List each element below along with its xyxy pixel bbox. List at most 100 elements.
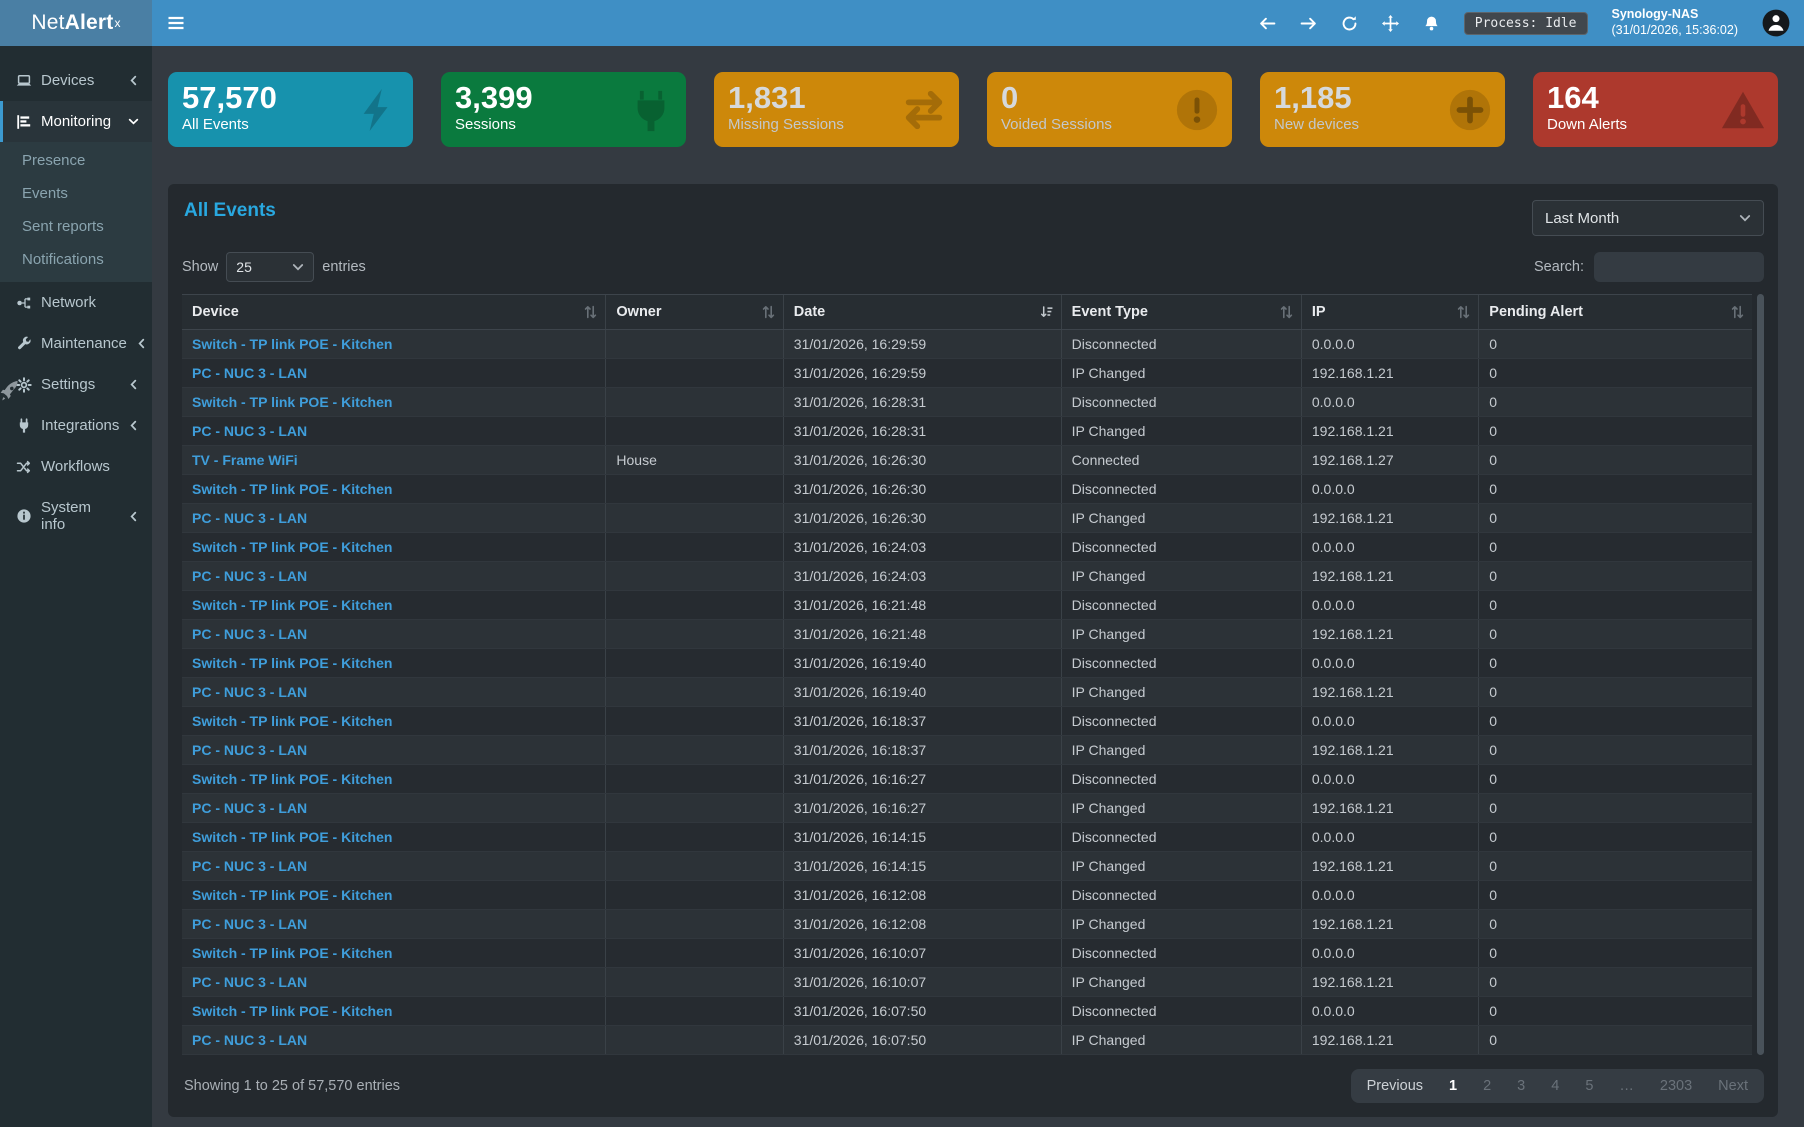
pagination-page-5[interactable]: 5 — [1585, 1078, 1594, 1094]
app-logo[interactable]: Net Alert x — [0, 0, 152, 46]
device-link[interactable]: PC - NUC 3 - LAN — [192, 568, 308, 584]
device-link[interactable]: PC - NUC 3 - LAN — [192, 626, 308, 642]
pagination-ellipsis: … — [1619, 1078, 1634, 1094]
device-cell: PC - NUC 3 - LAN — [182, 358, 606, 388]
device-link[interactable]: PC - NUC 3 - LAN — [192, 974, 308, 990]
device-link[interactable]: Switch - TP link POE - Kitchen — [192, 539, 393, 555]
pagination-previous[interactable]: Previous — [1366, 1078, 1424, 1094]
pagination: Previous 1 2 3 4 5 … 2303 Next — [1350, 1069, 1764, 1103]
search-input[interactable] — [1594, 252, 1764, 282]
sidebar-item-network[interactable]: Network — [0, 282, 152, 323]
sidebar-item-devices[interactable]: Devices — [0, 60, 152, 101]
column-label: Event Type — [1071, 304, 1148, 320]
column-header-owner[interactable]: Owner — [605, 294, 784, 330]
device-link[interactable]: Switch - TP link POE - Kitchen — [192, 887, 393, 903]
device-link[interactable]: Switch - TP link POE - Kitchen — [192, 481, 393, 497]
table-scrollbar[interactable] — [1757, 294, 1764, 1055]
device-link[interactable]: PC - NUC 3 - LAN — [192, 916, 308, 932]
stat-card-voided-sessions[interactable]: 0 Voided Sessions — [987, 72, 1232, 147]
date-cell: 31/01/2026, 16:07:50 — [782, 1025, 1062, 1055]
ip-cell: 0.0.0.0 — [1300, 474, 1479, 504]
pagination-page-2303[interactable]: 2303 — [1659, 1078, 1693, 1094]
ip-cell: 192.168.1.21 — [1300, 677, 1479, 707]
device-link[interactable]: Switch - TP link POE - Kitchen — [192, 829, 393, 845]
event-type-cell: Disconnected — [1060, 938, 1302, 968]
laptop-icon — [16, 73, 32, 89]
device-link[interactable]: Switch - TP link POE - Kitchen — [192, 771, 393, 787]
stat-label: New devices — [1274, 115, 1360, 133]
pending-alert-cell: 0 — [1478, 503, 1752, 533]
stat-card-sessions[interactable]: 3,399 Sessions — [441, 72, 686, 147]
stat-card-all-events[interactable]: 57,570 All Events — [168, 72, 413, 147]
events-table-body: Switch - TP link POE - Kitchen 31/01/2026… — [182, 329, 1752, 1055]
date-cell: 31/01/2026, 16:14:15 — [782, 822, 1062, 852]
column-label: Device — [192, 304, 239, 320]
pagination-page-4[interactable]: 4 — [1551, 1078, 1560, 1094]
column-header-event-type[interactable]: Event Type — [1060, 294, 1302, 330]
device-cell: Switch - TP link POE - Kitchen — [182, 706, 606, 736]
pagination-page-1[interactable]: 1 — [1449, 1078, 1458, 1094]
page-length-select[interactable]: 25 — [226, 252, 315, 282]
pending-alert-cell: 0 — [1478, 619, 1752, 649]
exchange-arrows-icon — [901, 87, 947, 133]
ip-cell: 192.168.1.21 — [1300, 851, 1479, 881]
sidebar-item-maintenance[interactable]: Maintenance — [0, 323, 152, 364]
date-cell: 31/01/2026, 16:26:30 — [782, 503, 1062, 533]
sidebar-subitem-notifications[interactable]: Notifications — [22, 251, 104, 268]
device-link[interactable]: PC - NUC 3 - LAN — [192, 423, 308, 439]
rocket-icon[interactable] — [0, 377, 24, 405]
device-cell: PC - NUC 3 - LAN — [182, 851, 606, 881]
device-link[interactable]: Switch - TP link POE - Kitchen — [192, 597, 393, 613]
device-link[interactable]: PC - NUC 3 - LAN — [192, 858, 308, 874]
device-link[interactable]: Switch - TP link POE - Kitchen — [192, 713, 393, 729]
device-link[interactable]: Switch - TP link POE - Kitchen — [192, 1003, 393, 1019]
plus-circle-icon — [1447, 87, 1493, 133]
sidebar-item-integrations[interactable]: Integrations — [0, 405, 152, 446]
sidebar-subitem-presence[interactable]: Presence — [22, 152, 86, 169]
device-cell: Switch - TP link POE - Kitchen — [182, 532, 606, 562]
device-link[interactable]: Switch - TP link POE - Kitchen — [192, 945, 393, 961]
device-link[interactable]: Switch - TP link POE - Kitchen — [192, 336, 393, 352]
device-link[interactable]: PC - NUC 3 - LAN — [192, 1032, 308, 1048]
device-link[interactable]: TV - Frame WiFi — [192, 452, 298, 468]
refresh-icon[interactable] — [1341, 15, 1358, 32]
device-link[interactable]: PC - NUC 3 - LAN — [192, 684, 308, 700]
forward-arrow-icon[interactable] — [1300, 15, 1317, 32]
device-link[interactable]: Switch - TP link POE - Kitchen — [192, 394, 393, 410]
device-link[interactable]: Switch - TP link POE - Kitchen — [192, 655, 393, 671]
bell-icon[interactable] — [1423, 15, 1440, 32]
column-header-device[interactable]: Device — [182, 294, 606, 330]
sidebar-item-system-info[interactable]: System info — [0, 487, 152, 545]
stat-card-down-alerts[interactable]: 164 Down Alerts — [1533, 72, 1778, 147]
sidebar-subitem-events[interactable]: Events — [22, 185, 68, 202]
device-link[interactable]: PC - NUC 3 - LAN — [192, 510, 308, 526]
sidebar-subitem-sent-reports[interactable]: Sent reports — [22, 218, 104, 235]
shuffle-icon — [16, 459, 32, 475]
plug-icon — [628, 87, 674, 133]
sidebar-item-workflows[interactable]: Workflows — [0, 446, 152, 487]
sidebar-toggle-button[interactable] — [166, 13, 186, 33]
pagination-page-3[interactable]: 3 — [1517, 1078, 1526, 1094]
period-select[interactable]: Last Month — [1532, 200, 1764, 236]
owner-cell — [605, 793, 784, 823]
stat-card-missing-sessions[interactable]: 1,831 Missing Sessions — [714, 72, 959, 147]
device-link[interactable]: PC - NUC 3 - LAN — [192, 742, 308, 758]
stat-card-new-devices[interactable]: 1,185 New devices — [1260, 72, 1505, 147]
move-icon[interactable] — [1381, 14, 1399, 32]
back-arrow-icon[interactable] — [1259, 15, 1276, 32]
sidebar-item-settings[interactable]: Settings — [0, 364, 152, 405]
stat-value: 1,185 — [1274, 80, 1352, 115]
host-timestamp: (31/01/2026, 15:36:02) — [1611, 23, 1739, 37]
chevron-down-icon — [128, 116, 139, 127]
pagination-page-2[interactable]: 2 — [1483, 1078, 1492, 1094]
column-header-ip[interactable]: IP — [1300, 294, 1479, 330]
table-row: PC - NUC 3 - LAN 31/01/2026, 16:07:50 IP C… — [182, 1025, 1752, 1055]
column-header-date[interactable]: Date — [782, 294, 1062, 330]
device-cell: Switch - TP link POE - Kitchen — [182, 880, 606, 910]
user-avatar[interactable] — [1762, 9, 1790, 37]
sidebar-item-monitoring[interactable]: Monitoring — [0, 101, 152, 142]
pagination-next[interactable]: Next — [1718, 1078, 1748, 1094]
device-link[interactable]: PC - NUC 3 - LAN — [192, 365, 308, 381]
device-link[interactable]: PC - NUC 3 - LAN — [192, 800, 308, 816]
column-header-pending-alert[interactable]: Pending Alert — [1478, 294, 1752, 330]
